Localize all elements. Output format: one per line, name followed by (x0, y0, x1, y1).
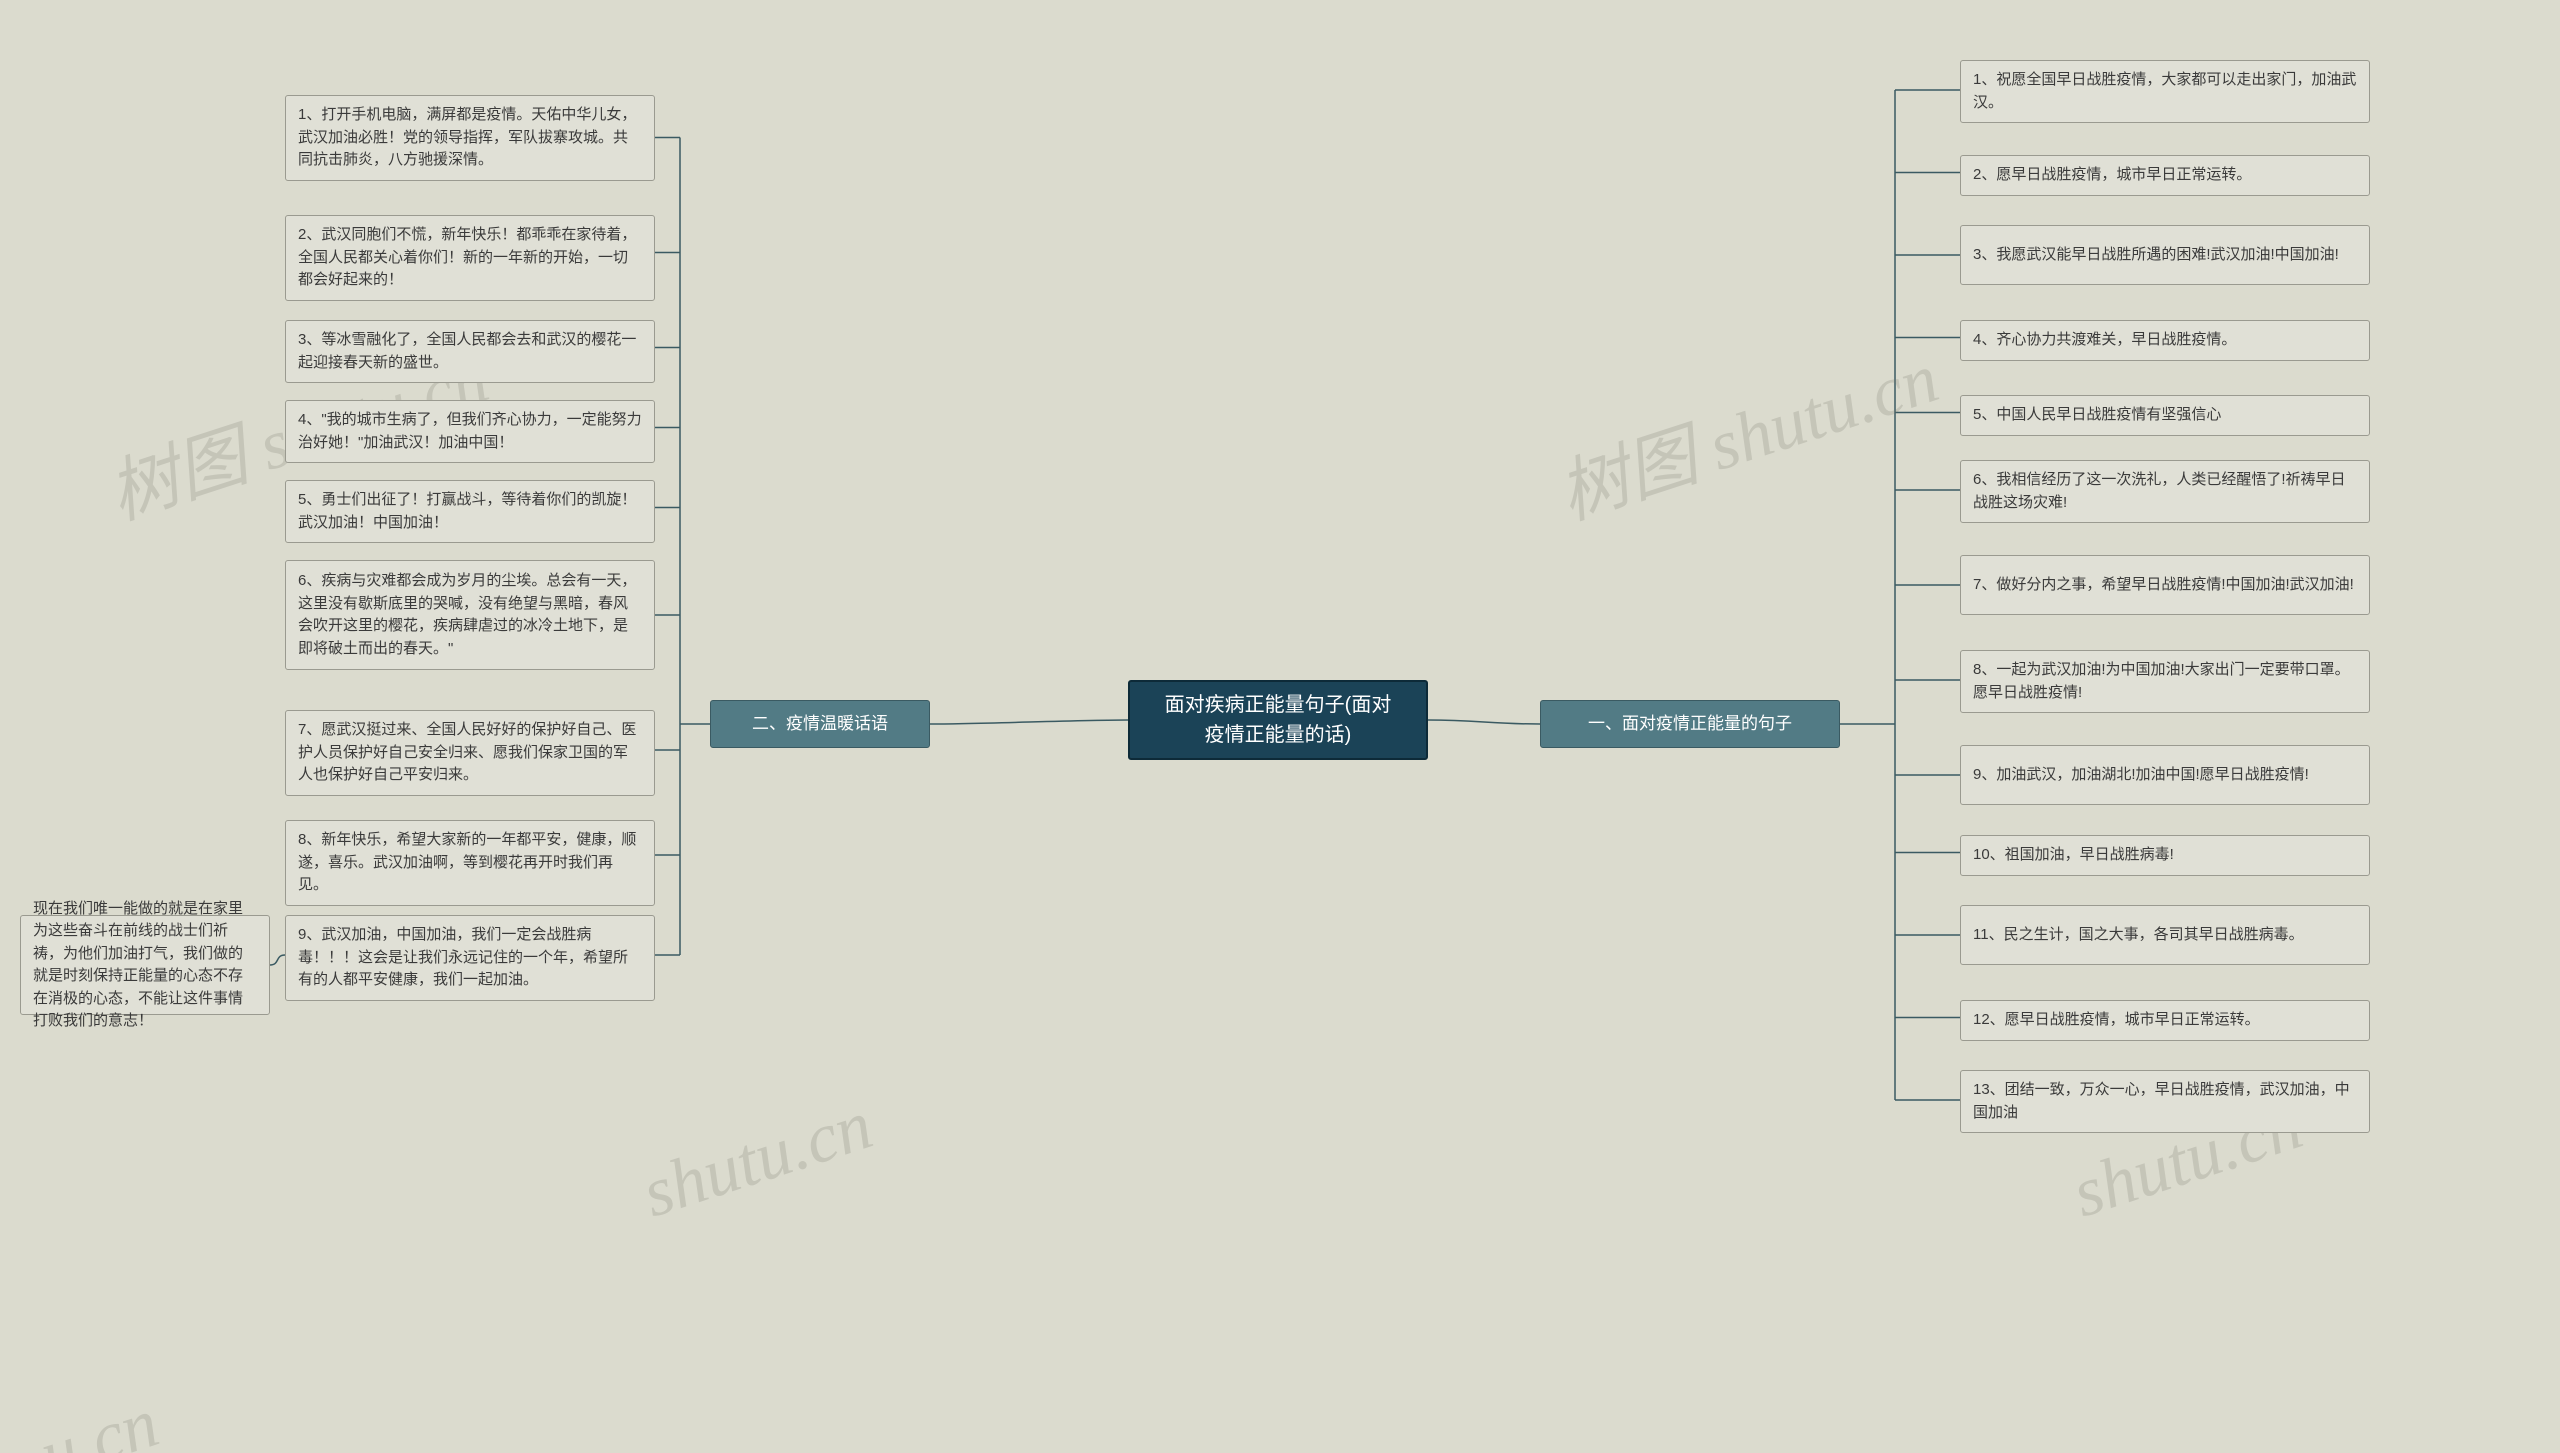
watermark: shutu.cn (633, 1086, 881, 1235)
right-leaf: 7、做好分内之事，希望早日战胜疫情!中国加油!武汉加油! (1960, 555, 2370, 615)
left-leaf: 5、勇士们出征了！打赢战斗，等待着你们的凯旋！武汉加油！中国加油！ (285, 480, 655, 543)
right-branch: 一、面对疫情正能量的句子 (1540, 700, 1840, 748)
watermark: 树图 shutu.cn (1544, 322, 1949, 539)
left-leaf: 6、疾病与灾难都会成为岁月的尘埃。总会有一天，这里没有歇斯底里的哭喊，没有绝望与… (285, 560, 655, 670)
right-leaf: 2、愿早日战胜疫情，城市早日正常运转。 (1960, 155, 2370, 196)
right-leaf: 8、一起为武汉加油!为中国加油!大家出门一定要带口罩。愿早日战胜疫情! (1960, 650, 2370, 713)
right-leaf: 9、加油武汉，加油湖北!加油中国!愿早日战胜疫情! (1960, 745, 2370, 805)
right-leaf: 12、愿早日战胜疫情，城市早日正常运转。 (1960, 1000, 2370, 1041)
right-leaf: 1、祝愿全国早日战胜疫情，大家都可以走出家门，加油武汉。 (1960, 60, 2370, 123)
root-line2: 疫情正能量的话) (1205, 720, 1352, 750)
right-leaf: 10、祖国加油，早日战胜病毒! (1960, 835, 2370, 876)
left-sub-leaf: 现在我们唯一能做的就是在家里为这些奋斗在前线的战士们祈祷，为他们加油打气，我们做… (20, 915, 270, 1015)
left-branch: 二、疫情温暖话语 (710, 700, 930, 748)
left-leaf: 8、新年快乐，希望大家新的一年都平安，健康，顺遂，喜乐。武汉加油啊，等到樱花再开… (285, 820, 655, 906)
right-leaf: 6、我相信经历了这一次洗礼，人类已经醒悟了!祈祷早日战胜这场灾难! (1960, 460, 2370, 523)
watermark: u.cn (31, 1384, 168, 1453)
right-leaf: 4、齐心协力共渡难关，早日战胜疫情。 (1960, 320, 2370, 361)
right-leaf: 3、我愿武汉能早日战胜所遇的困难!武汉加油!中国加油! (1960, 225, 2370, 285)
right-leaf: 13、团结一致，万众一心，早日战胜疫情，武汉加油，中国加油 (1960, 1070, 2370, 1133)
left-leaf: 1、打开手机电脑，满屏都是疫情。天佑中华儿女，武汉加油必胜！党的领导指挥，军队拔… (285, 95, 655, 181)
root-line1: 面对疾病正能量句子(面对 (1165, 690, 1392, 720)
right-leaf: 11、民之生计，国之大事，各司其早日战胜病毒。 (1960, 905, 2370, 965)
left-leaf: 2、武汉同胞们不慌，新年快乐！都乖乖在家待着，全国人民都关心着你们！新的一年新的… (285, 215, 655, 301)
right-leaf: 5、中国人民早日战胜疫情有坚强信心 (1960, 395, 2370, 436)
left-leaf: 9、武汉加油，中国加油，我们一定会战胜病毒！！！这会是让我们永远记住的一个年，希… (285, 915, 655, 1001)
left-leaf: 4、"我的城市生病了，但我们齐心协力，一定能努力治好她！"加油武汉！加油中国！ (285, 400, 655, 463)
left-leaf: 7、愿武汉挺过来、全国人民好好的保护好自己、医护人员保护好自己安全归来、愿我们保… (285, 710, 655, 796)
root-node: 面对疾病正能量句子(面对 疫情正能量的话) (1128, 680, 1428, 760)
left-leaf: 3、等冰雪融化了，全国人民都会去和武汉的樱花一起迎接春天新的盛世。 (285, 320, 655, 383)
